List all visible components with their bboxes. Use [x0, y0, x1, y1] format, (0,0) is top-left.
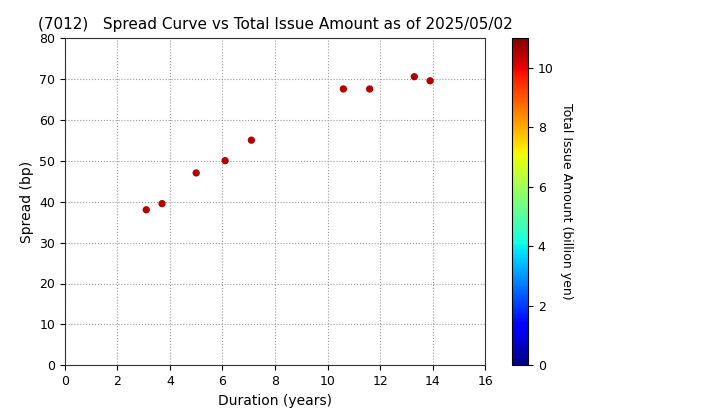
Point: [424, 77, 436, 84]
Y-axis label: Spread (bp): Spread (bp): [19, 160, 34, 243]
Point: [220, 157, 231, 164]
Y-axis label: Total Issue Amount (billion yen): Total Issue Amount (billion yen): [560, 103, 573, 300]
X-axis label: Duration (years): Duration (years): [218, 394, 332, 408]
Point: [338, 86, 349, 92]
Title: (7012)   Spread Curve vs Total Issue Amount as of 2025/05/02: (7012) Spread Curve vs Total Issue Amoun…: [37, 18, 513, 32]
Point: [246, 137, 257, 144]
Point: [190, 170, 202, 176]
Point: [408, 74, 420, 80]
Point: [364, 86, 375, 92]
Point: [140, 207, 152, 213]
Point: [156, 200, 168, 207]
